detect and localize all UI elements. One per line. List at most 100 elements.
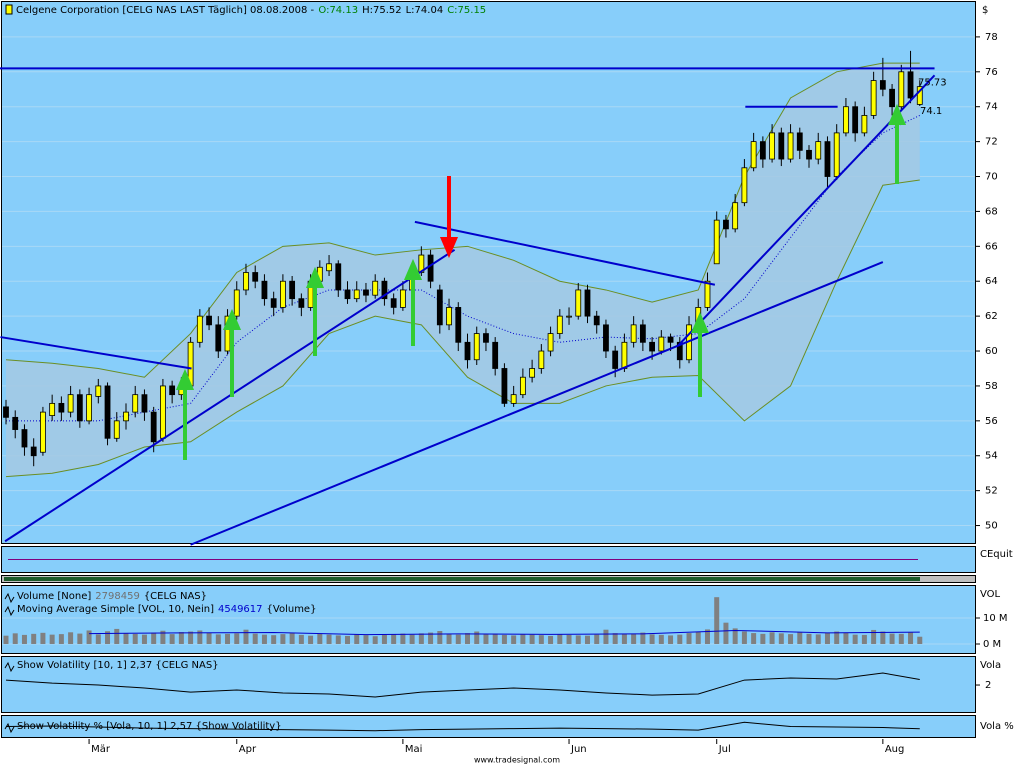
candle-body xyxy=(713,219,720,265)
x-tick-label: Mär xyxy=(91,744,111,755)
trendline xyxy=(4,248,456,543)
volume-bar xyxy=(446,633,452,645)
candle-body xyxy=(501,368,508,404)
y-tick-label: 66 xyxy=(985,241,998,252)
candle-body xyxy=(492,341,499,369)
candle-body xyxy=(464,341,471,361)
candle-body xyxy=(833,132,840,177)
candle-body xyxy=(658,336,665,352)
candle-body xyxy=(870,80,877,116)
candle-body xyxy=(824,141,831,177)
volume-bar xyxy=(584,635,590,645)
volume-bar xyxy=(363,635,369,645)
volume-bar xyxy=(649,634,655,645)
legend-source: {Volume} xyxy=(267,604,317,615)
volume-bar xyxy=(797,632,803,645)
candle-body xyxy=(815,141,822,160)
volume-bar xyxy=(225,633,231,645)
volatility-panel xyxy=(1,656,976,713)
candle-body xyxy=(113,420,120,439)
candle-body xyxy=(612,350,619,369)
volume-bar xyxy=(908,632,914,645)
volume-bar xyxy=(437,630,443,645)
candle-body xyxy=(879,80,886,90)
volume-bar xyxy=(704,629,710,645)
volume-bar xyxy=(335,635,341,645)
candle-body xyxy=(723,219,729,230)
volatility-pct-axis-label: Vola % xyxy=(980,721,1014,732)
candle-body xyxy=(575,289,582,317)
equity-axis-label: CEquit xyxy=(980,549,1013,560)
volume-bar xyxy=(372,636,378,645)
candle-body xyxy=(21,429,28,448)
candle-body xyxy=(123,411,129,422)
buy-arrow-head xyxy=(175,368,195,390)
candle-body xyxy=(261,280,268,300)
volume-bar xyxy=(132,633,138,645)
y-tick-label: 54 xyxy=(985,451,998,462)
volume-bar xyxy=(12,633,18,645)
arrows xyxy=(175,103,907,460)
volume-bar xyxy=(677,634,683,645)
x-tick-label: Aug xyxy=(885,744,905,755)
volume-bar xyxy=(557,634,563,645)
candle-body xyxy=(363,289,369,296)
volume-bar xyxy=(3,635,9,645)
candle-body xyxy=(427,254,434,282)
volume-bar xyxy=(732,628,738,645)
close-label: C:75.15 xyxy=(447,5,486,16)
candle-body xyxy=(529,368,536,378)
volume-bar xyxy=(566,634,572,645)
legend-value: 4549617 xyxy=(218,604,263,615)
volume-bar xyxy=(49,634,55,645)
volume-bar xyxy=(123,633,129,645)
volume-bar xyxy=(381,634,387,645)
legend-icon xyxy=(4,605,15,617)
x-tick-label: Jun xyxy=(570,744,587,755)
legend-icon xyxy=(5,4,13,15)
volume-bar xyxy=(511,635,517,645)
y-tick-label: 50 xyxy=(985,521,998,532)
volume-bar xyxy=(289,633,295,645)
scrollbar-thumb[interactable] xyxy=(4,577,920,581)
sell-arrow-head xyxy=(439,237,459,259)
y-tick-label: 68 xyxy=(985,206,998,217)
volume-bar xyxy=(594,634,600,645)
volume-bar xyxy=(483,634,489,645)
volume-bar xyxy=(197,630,203,645)
candle-body xyxy=(279,280,286,308)
volume-bar xyxy=(871,629,877,645)
candle-body xyxy=(603,324,609,352)
volume-bar xyxy=(465,633,470,645)
y-tick-label: 2 xyxy=(985,680,991,691)
y-tick-label: 76 xyxy=(985,67,998,78)
candle-body xyxy=(806,149,812,160)
volume-bar xyxy=(631,633,637,645)
volume-bar xyxy=(889,633,895,645)
volume-bar xyxy=(261,634,267,645)
candle-body xyxy=(630,324,637,343)
candle-body xyxy=(446,307,452,326)
volume-bar xyxy=(529,634,535,645)
candle-body xyxy=(390,298,397,308)
candle-body xyxy=(796,132,803,151)
candle-body xyxy=(436,289,443,326)
volume-bar xyxy=(243,629,249,645)
x-tick-label: Apr xyxy=(239,744,257,755)
low-label: L:74.04 xyxy=(406,5,444,16)
footer: www.tradesignal.com xyxy=(474,756,560,765)
legend-name: Volume [None] xyxy=(17,591,91,602)
volume-legend: Volume [None] 2798459 {CELG NAS} xyxy=(17,591,207,602)
price-label: 75.73 xyxy=(918,78,947,89)
marks: 50 52 54 56 58 60 62 64 66 68 70 72 74 76 78 75.73 74.1 M… xyxy=(0,32,1008,755)
volume-bar xyxy=(31,633,37,645)
volume-bar xyxy=(621,634,627,645)
volume-bar xyxy=(852,634,858,645)
volume-bar xyxy=(548,635,554,645)
y-tick-label: 62 xyxy=(985,311,998,322)
candle-body xyxy=(344,289,351,300)
volume-bar xyxy=(178,632,184,645)
volume-bar xyxy=(160,630,166,645)
volatility-legend: Show Volatility [10, 1] 2,37 {CELG NAS} xyxy=(17,660,219,671)
